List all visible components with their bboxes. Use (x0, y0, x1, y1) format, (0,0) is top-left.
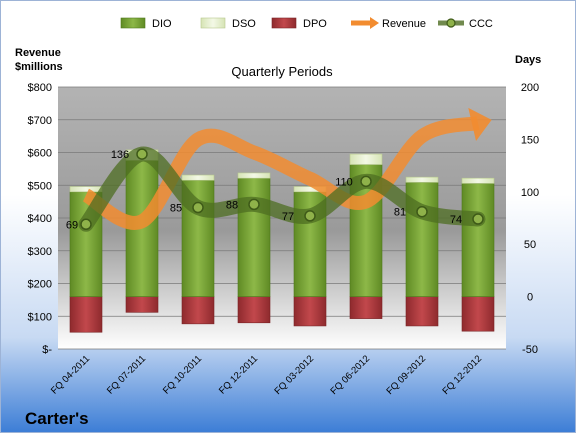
ccc-point (304, 210, 316, 222)
right-tick-label: 100 (521, 187, 539, 199)
legend-label: DPO (303, 18, 327, 30)
legend-swatch-dso (200, 17, 226, 29)
dpo-bar (293, 296, 327, 327)
ccc-point (192, 201, 204, 214)
left-tick-label: $200 (28, 279, 52, 291)
dso-bar (349, 153, 383, 165)
left-tick-label: $300 (28, 246, 52, 258)
left-tick-label: $400 (28, 213, 52, 225)
left-tick-label: $- (42, 344, 52, 356)
company-name: Carter's (25, 409, 89, 428)
revenue-line (82, 116, 480, 230)
dso-bar (181, 174, 215, 181)
dso-bar (69, 186, 103, 193)
left-axis-label-line2: $millions (15, 61, 63, 73)
ccc-data-label: 74 (450, 214, 462, 226)
left-tick-label: $700 (28, 115, 52, 127)
left-axis-label-line1: Revenue (15, 47, 61, 59)
ccc-point (136, 148, 148, 160)
legend-label: DSO (232, 18, 256, 30)
ccc-point (416, 205, 428, 218)
dio-bar (461, 183, 495, 297)
dso-bar (405, 176, 439, 183)
dpo-bar (125, 296, 159, 313)
legend-swatch-dpo (271, 17, 297, 29)
legend-swatch-ccc-point (446, 18, 456, 28)
left-axis-ticks: $- $100 $200 $300 $400 $500 $600 $700 $800 (28, 82, 53, 356)
ccc-point (360, 175, 372, 188)
dso-bar (237, 172, 271, 179)
ccc-data-label: 77 (282, 211, 294, 223)
ccc-point (248, 198, 260, 211)
right-tick-label: 150 (521, 134, 539, 146)
right-tick-label: 200 (521, 82, 539, 94)
dpo-bar (461, 296, 495, 332)
ccc-data-label: 81 (394, 207, 406, 219)
legend-swatch-revenue-head (370, 17, 379, 29)
dio-bar (237, 177, 271, 297)
left-tick-label: $100 (28, 311, 52, 323)
revenue-series (82, 107, 492, 230)
right-axis-label: Days (515, 54, 541, 66)
right-tick-label: 0 (527, 292, 533, 304)
ccc-point (80, 218, 92, 231)
right-tick-label: -50 (522, 344, 538, 356)
dpo-bar (69, 296, 103, 333)
left-tick-label: $600 (28, 148, 52, 160)
ccc-data-label: 110 (335, 176, 353, 188)
dpo-bar (405, 296, 439, 327)
legend-label: CCC (469, 18, 493, 30)
legend-label: DIO (152, 18, 172, 30)
chart-title: Quarterly Periods (231, 64, 333, 79)
legend-label: Revenue (382, 18, 426, 30)
right-tick-label: 50 (524, 239, 536, 251)
ccc-data-label: 69 (66, 219, 78, 231)
revenue-arrowhead (468, 107, 492, 141)
legend: DIO DSO DPO Revenue CCC (120, 17, 493, 30)
dso-bar (461, 177, 495, 184)
ccc-point (472, 213, 484, 225)
ccc-series: 69 136 85 88 77 110 81 74 (66, 146, 486, 232)
legend-swatch-dio (120, 17, 146, 29)
right-axis-ticks: -50 0 50 100 150 200 (521, 82, 539, 356)
dpo-bar (181, 296, 215, 325)
dpo-bar (237, 296, 271, 324)
ccc-data-label: 85 (170, 203, 182, 215)
dpo-bar (349, 296, 383, 319)
left-tick-label: $500 (28, 180, 52, 192)
left-tick-label: $800 (28, 82, 52, 94)
ccc-data-label: 88 (226, 199, 238, 211)
ccc-data-label: 136 (111, 149, 129, 161)
